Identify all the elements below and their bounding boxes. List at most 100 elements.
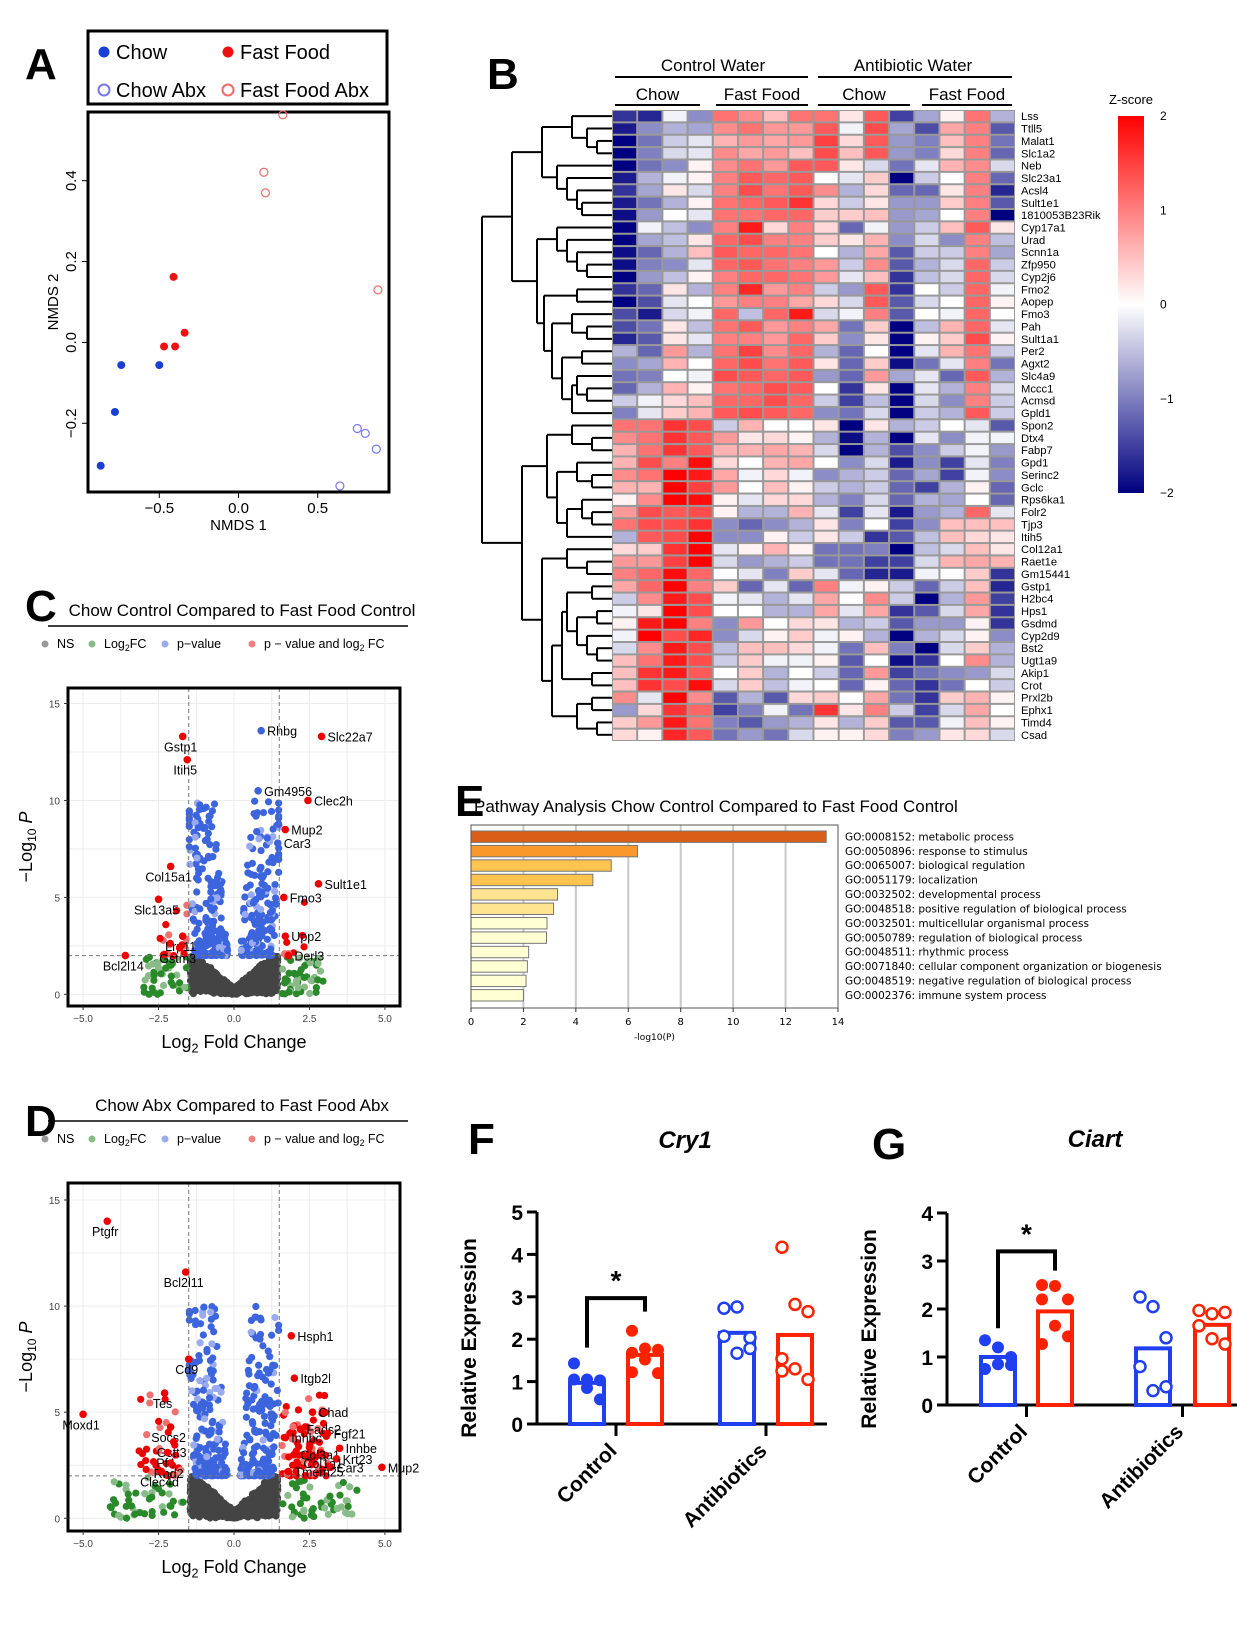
heatmap-cell <box>814 407 838 419</box>
y-tick-label: 5 <box>54 893 60 904</box>
point-pvalue <box>203 1374 211 1382</box>
heatmap-cell <box>663 395 687 406</box>
heatmap-cell <box>814 432 838 444</box>
heatmap-cell <box>738 370 763 382</box>
point-pvalue <box>207 888 215 896</box>
heatmap-cell <box>864 482 889 493</box>
point-pvalue <box>204 852 213 861</box>
heatmap-cell <box>814 445 838 456</box>
heatmap-cell <box>789 395 813 406</box>
heatmap-cell <box>638 296 662 307</box>
point-pvalue <box>243 943 251 951</box>
heatmap-cell <box>915 605 939 617</box>
point-pvalue <box>267 1414 276 1422</box>
heatmap-cell <box>713 172 737 184</box>
heatmap-cell <box>713 432 737 444</box>
heatmap-cell <box>663 457 687 468</box>
point-pvalue <box>211 927 219 935</box>
heatmap-cell <box>638 111 662 122</box>
heatmap-cell <box>965 296 989 307</box>
labeled-point <box>183 755 192 764</box>
point-pvalue <box>259 1444 268 1452</box>
heatmap-cell <box>990 358 1014 369</box>
heatmap-cell <box>839 704 863 716</box>
heatmap-cell <box>965 111 989 122</box>
heatmap-cell <box>915 457 939 468</box>
heatmap-cell <box>789 111 813 122</box>
point-ns <box>269 1509 278 1517</box>
point-ns <box>205 984 214 992</box>
point-ns <box>238 1502 246 1511</box>
row-label: Fmo3 <box>1021 309 1050 321</box>
heatmap-cell <box>613 519 637 530</box>
point-pvalue-and-log2fc <box>300 898 308 906</box>
dendrogram <box>481 115 612 736</box>
heatmap-cell <box>713 383 737 394</box>
heatmap-cell <box>764 667 788 679</box>
heatmap-cell <box>688 593 712 604</box>
x-tick-label: −2.5 <box>149 1014 169 1025</box>
heatmap-cell <box>814 531 838 543</box>
heatmap-cell <box>990 581 1014 592</box>
point-pvalue <box>262 1428 270 1436</box>
point-pvalue <box>270 1443 278 1451</box>
heatmap-cell <box>663 420 687 431</box>
heatmap-cell <box>789 544 813 555</box>
point-log2fc <box>324 1510 332 1518</box>
heatmap-cell <box>814 148 838 159</box>
heatmap-cell <box>965 630 989 642</box>
heatmap-cell <box>688 296 712 307</box>
heatmap-cell <box>764 618 788 629</box>
heatmap-cell <box>839 111 863 122</box>
point-pvalue <box>213 1435 221 1443</box>
heatmap-cell <box>890 445 914 456</box>
heatmap-cell <box>890 123 914 134</box>
point-pvalue <box>264 1347 272 1355</box>
point-ns <box>253 1496 261 1504</box>
point-log2fc <box>344 1502 352 1511</box>
row-label: Fmo2 <box>1021 284 1050 296</box>
point-log2fc <box>314 954 323 962</box>
heatmap-cell <box>864 593 889 604</box>
labeled-point <box>154 895 163 904</box>
point-pvalue <box>237 946 245 954</box>
heatmap-cell <box>940 420 964 431</box>
heatmap-cell <box>713 346 737 357</box>
heatmap-cell <box>764 581 788 592</box>
heatmap-cell <box>965 383 989 394</box>
heatmap-cell <box>738 160 763 171</box>
heatmap-cell <box>814 482 838 493</box>
point-log2fc <box>281 990 289 998</box>
heatmap-cell <box>688 667 712 679</box>
heatmap-cell <box>864 506 889 518</box>
point-pvalue <box>267 945 275 953</box>
heatmap-cell <box>965 605 989 617</box>
heatmap-cell <box>940 618 964 629</box>
point-pvalue <box>213 1384 221 1393</box>
point-log2fc <box>316 967 325 975</box>
heatmap-cell <box>713 667 737 679</box>
heatmap-cell <box>965 717 989 728</box>
point-pvalue <box>271 887 279 895</box>
heatmap-cell <box>814 556 838 567</box>
row-label: Cyp2d9 <box>1021 631 1060 643</box>
heatmap-cell <box>713 692 737 703</box>
heatmap-cell <box>764 593 788 604</box>
point-pvalue <box>237 1465 245 1473</box>
heatmap-cell <box>839 321 863 332</box>
point-log2fc <box>165 1490 173 1498</box>
gene-label: Sult1e1 <box>325 878 367 892</box>
heatmap-cell <box>738 482 763 493</box>
row-label: Gpd1 <box>1021 458 1048 470</box>
heatmap-cell <box>864 457 889 468</box>
point-log2fc <box>148 1511 156 1520</box>
point-pvalue <box>211 882 219 890</box>
point-pvalue <box>215 1423 224 1431</box>
heatmap-cell <box>965 123 989 134</box>
point-pvalue <box>264 798 273 806</box>
heatmap-cell <box>764 284 788 295</box>
heatmap-cell <box>713 445 737 456</box>
heatmap-cell <box>663 197 687 208</box>
heatmap-cell <box>789 704 813 716</box>
heatmap-cell <box>688 259 712 270</box>
